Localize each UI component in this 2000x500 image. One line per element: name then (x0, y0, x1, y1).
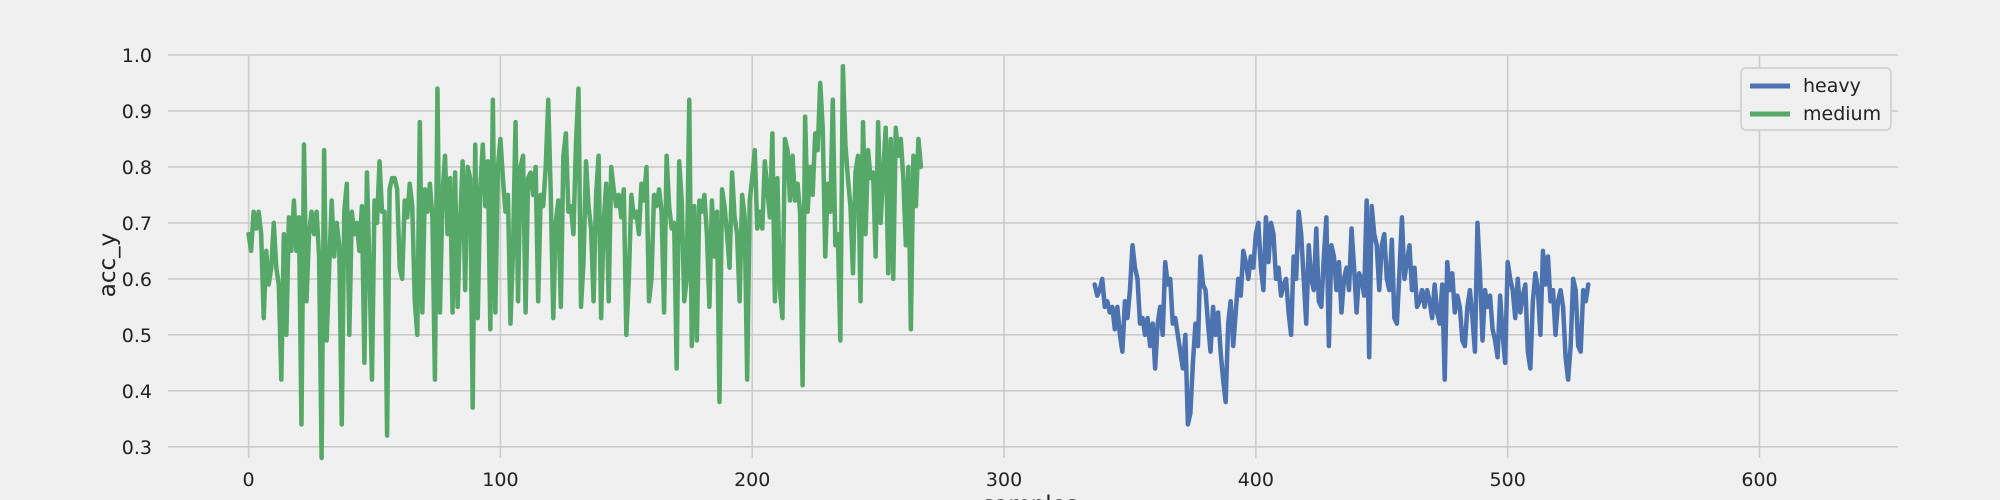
y-axis-label: acc_y (95, 233, 121, 298)
x-tick-label: 0 (243, 469, 255, 491)
x-tick-label: 200 (734, 469, 770, 491)
x-tick-label: 300 (986, 469, 1022, 491)
tick-labels: 0 100 200 300 400 500 600 0.3 0.4 0.5 0.6 0.7 0.8 0.9… (122, 45, 1778, 491)
y-tick-label: 0.5 (122, 325, 152, 347)
series-lines (246, 63, 1591, 461)
legend-label-medium: medium (1803, 103, 1881, 125)
y-tick-label: 1.0 (122, 45, 152, 67)
x-tick-label: 100 (482, 469, 518, 491)
grid (168, 54, 1898, 458)
x-tick-label: 400 (1238, 469, 1274, 491)
y-tick-label: 0.8 (122, 157, 152, 179)
y-tick-label: 0.7 (122, 213, 152, 235)
y-tick-label: 0.6 (122, 269, 152, 291)
legend: heavy medium (1740, 67, 1892, 131)
y-tick-label: 0.9 (122, 101, 152, 123)
series-line-heavy (1092, 198, 1591, 427)
legend-label-heavy: heavy (1803, 75, 1861, 97)
x-axis-label: samples (982, 492, 1078, 500)
y-tick-label: 0.4 (122, 381, 152, 403)
series-line-medium (246, 63, 924, 461)
y-tick-label: 0.3 (122, 437, 152, 459)
x-tick-label: 500 (1490, 469, 1526, 491)
x-tick-label: 600 (1741, 469, 1777, 491)
